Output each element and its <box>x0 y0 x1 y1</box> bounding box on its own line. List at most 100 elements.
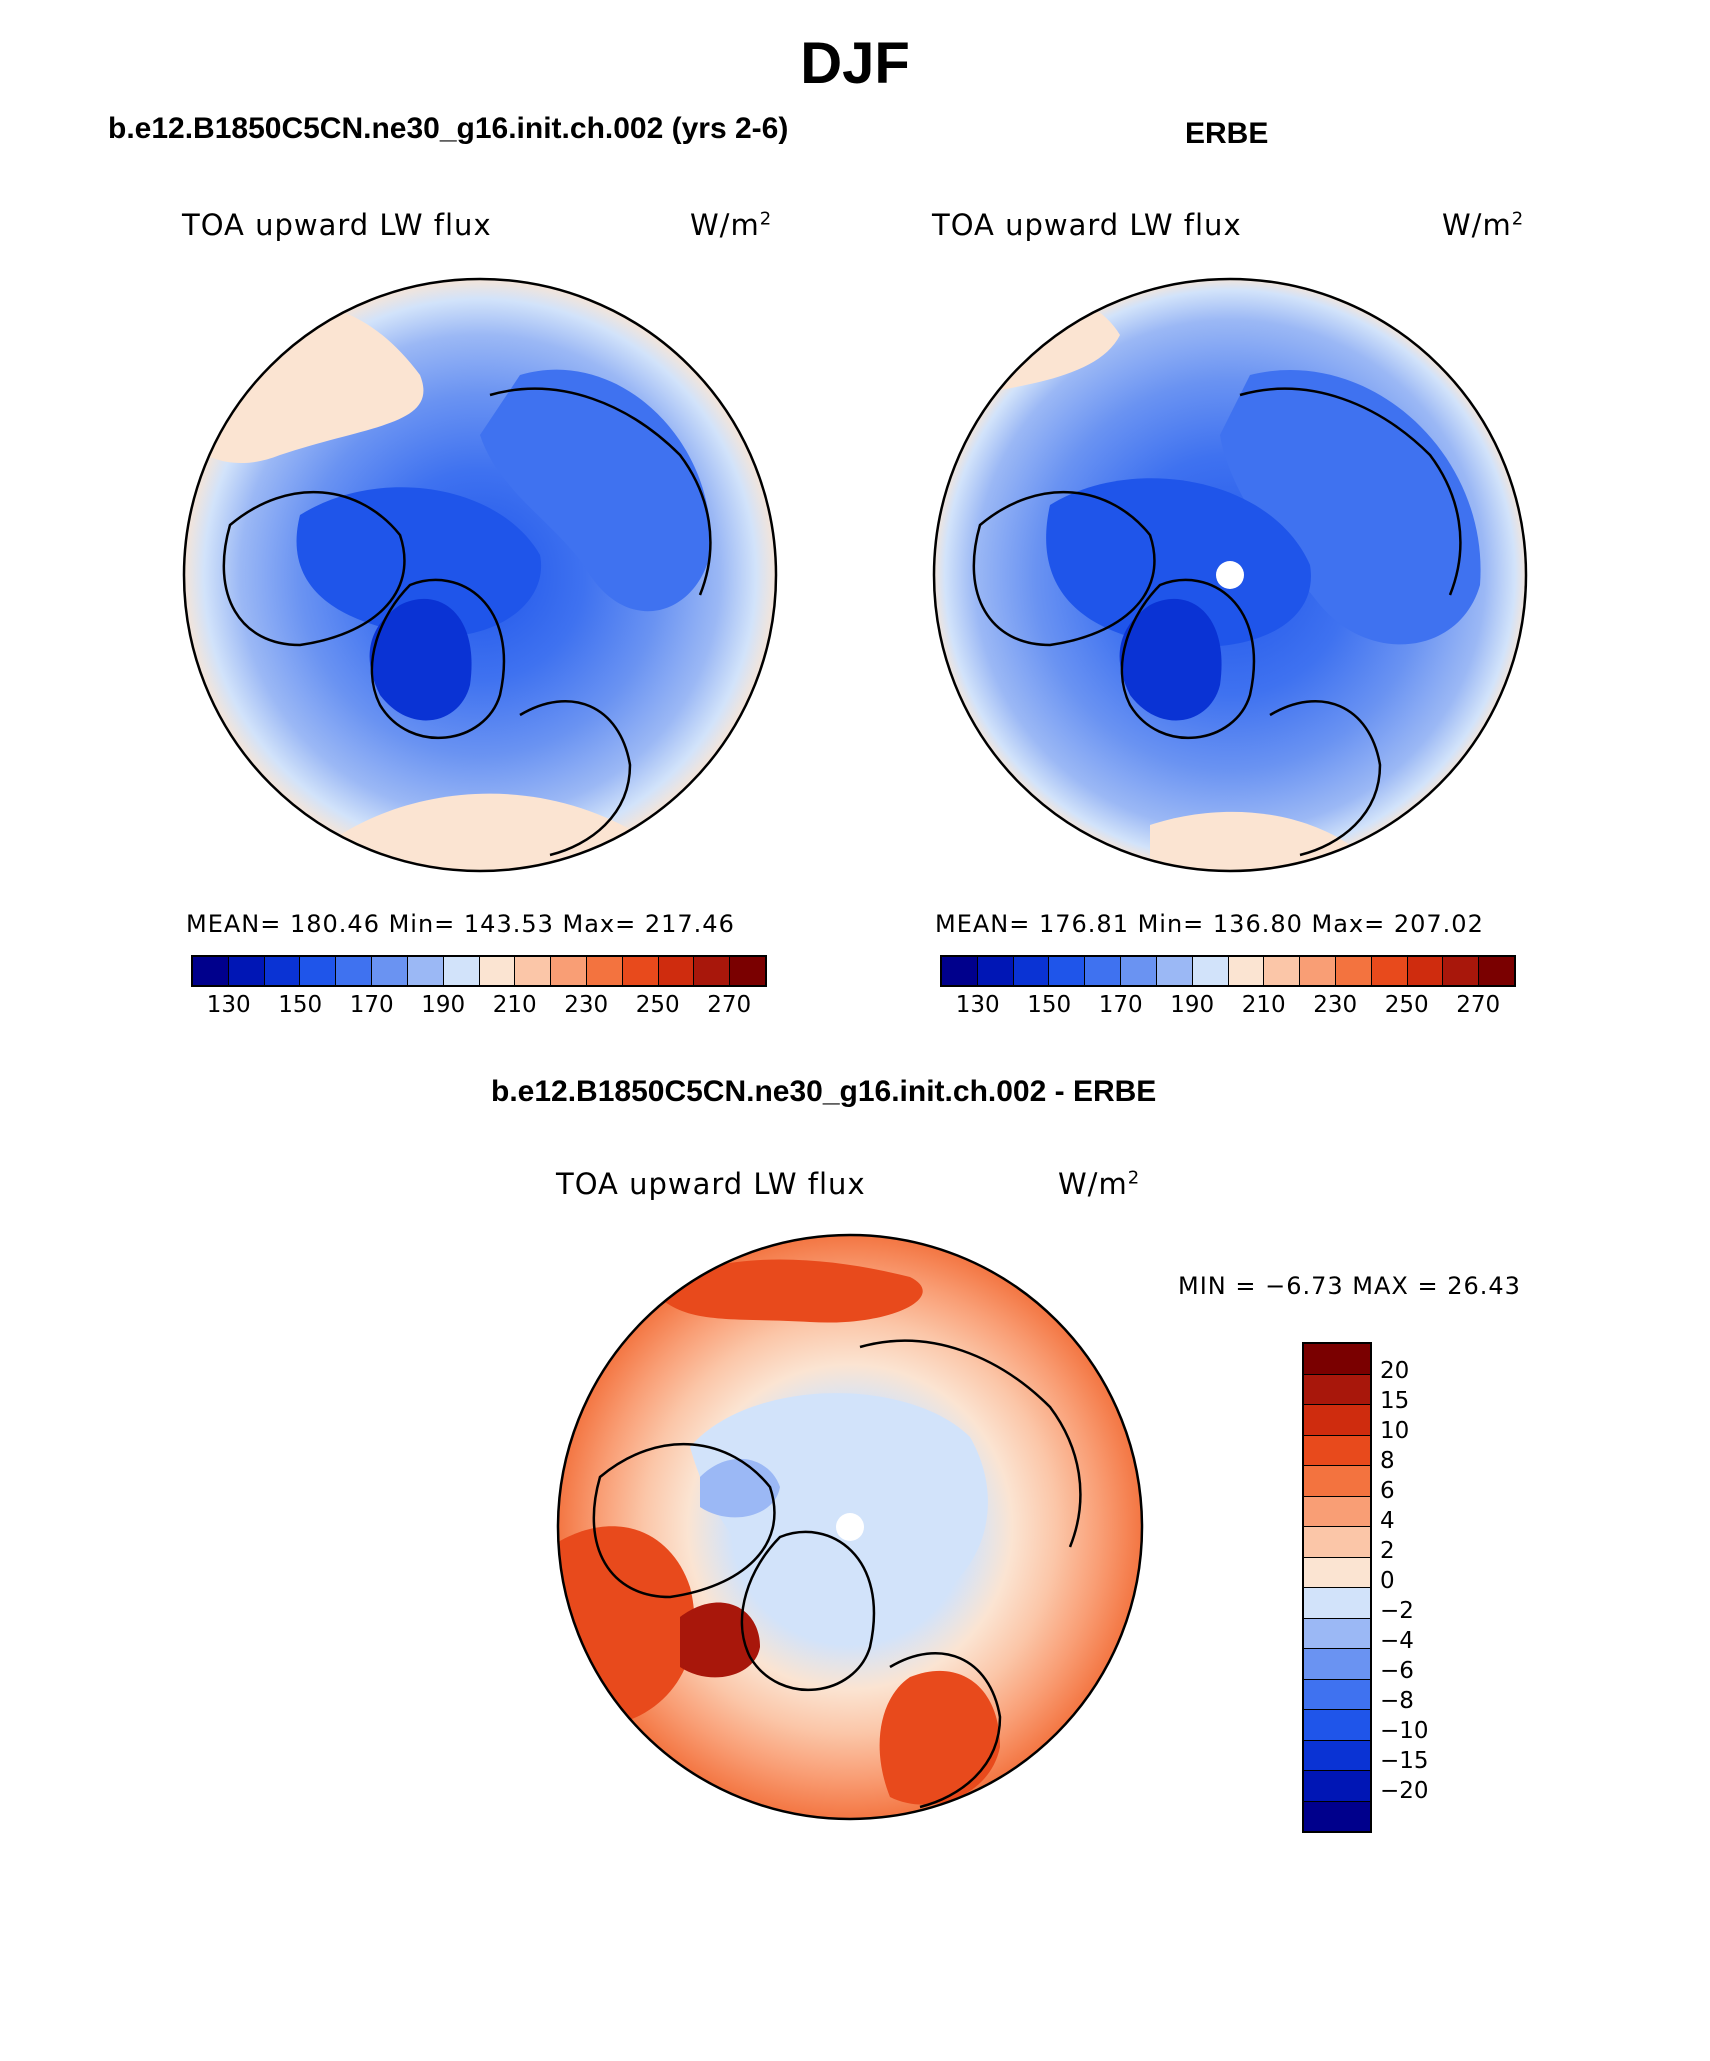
obs-colorbar-tick-label: 250 <box>1384 992 1429 1018</box>
model-colorbar-swatch <box>694 957 731 985</box>
diff-colorbar-ticks: 20 15 10 8 6 4 2 0 −2 −4 −6 −8 −10 −15 −20 <box>1380 1342 1480 1822</box>
obs-colorbar-tick-label: 130 <box>955 992 1000 1018</box>
diff-map-border <box>556 1233 1144 1821</box>
model-colorbar-swatch <box>264 957 301 985</box>
model-colorbar-tick-label: 210 <box>492 992 537 1018</box>
obs-colorbar-swatch <box>1085 957 1122 985</box>
model-greenland-low <box>369 598 472 721</box>
diff-colorbar-tick-label: −4 <box>1380 1628 1414 1654</box>
diff-panel-title: b.e12.B1850C5CN.ne30_g16.init.ch.002 - E… <box>491 1075 1157 1108</box>
diff-colorbar-swatch <box>1304 1344 1370 1375</box>
model-colorbar-tick-label: 250 <box>635 992 680 1018</box>
obs-stats: MEAN= 176.81 Min= 136.80 Max= 207.02 <box>935 910 1484 938</box>
model-stats: MEAN= 180.46 Min= 143.53 Max= 217.46 <box>186 910 735 938</box>
obs-colorbar-tick-label: 230 <box>1313 992 1358 1018</box>
diff-polar-map <box>556 1233 1144 1821</box>
obs-colorbar-swatch <box>1228 957 1265 985</box>
obs-colorbar-tick-label: 270 <box>1456 992 1501 1018</box>
diff-colorbar-tick-label: −8 <box>1380 1688 1414 1714</box>
obs-colorbar-swatch <box>1300 957 1336 985</box>
diff-colorbar-swatch <box>1304 1801 1370 1831</box>
obs-colorbar-swatch <box>1264 957 1301 985</box>
diff-colorbar-swatch <box>1304 1374 1370 1405</box>
diff-colorbar-tick-label: −15 <box>1380 1748 1429 1774</box>
diff-units-label: W/m2 <box>1058 1167 1141 1201</box>
diff-colorbar <box>1302 1342 1372 1833</box>
diff-colorbar-tick-label: 20 <box>1380 1358 1410 1384</box>
diff-colorbar-swatch <box>1304 1618 1370 1649</box>
obs-colorbar-swatch <box>1479 957 1514 985</box>
diff-colorbar-swatch <box>1304 1649 1370 1680</box>
diff-coastline-greenland <box>740 1530 876 1692</box>
obs-colorbar-swatch <box>942 957 978 985</box>
diff-colorbar-swatch <box>1304 1435 1370 1466</box>
diff-warm-band-north <box>650 1259 923 1323</box>
model-colorbar-tick-label: 150 <box>278 992 323 1018</box>
obs-greenland-low <box>1119 598 1222 721</box>
figure-title: DJF <box>800 31 910 96</box>
model-colorbar <box>191 955 767 987</box>
obs-colorbar-tick-label: 150 <box>1027 992 1072 1018</box>
model-colorbar-swatch <box>658 957 695 985</box>
obs-colorbar-ticks: 130 150 170 190 210 230 250 270 <box>940 992 1516 1022</box>
model-colorbar-swatch <box>479 957 516 985</box>
obs-units-label: W/m2 <box>1442 208 1525 242</box>
model-coastline-europe <box>519 700 632 857</box>
model-colorbar-swatch <box>622 957 659 985</box>
obs-coastline-siberia <box>1239 387 1462 596</box>
diff-colorbar-swatch <box>1304 1496 1370 1527</box>
diff-min-max: MIN = −6.73 MAX = 26.43 <box>1178 1272 1521 1300</box>
obs-coastline-europe <box>1269 700 1382 857</box>
diff-colorbar-tick-label: −10 <box>1380 1718 1429 1744</box>
model-colorbar-tick-label: 270 <box>707 992 752 1018</box>
diff-colorbar-tick-label: −6 <box>1380 1658 1414 1684</box>
obs-coastline-greenland <box>1120 578 1256 740</box>
diff-colorbar-swatch <box>1304 1466 1370 1497</box>
diff-max-region <box>680 1602 760 1678</box>
model-colorbar-swatch <box>372 957 408 985</box>
model-colorbar-swatch <box>407 957 444 985</box>
obs-variable-label: TOA upward LW flux <box>932 208 1242 242</box>
diff-colorbar-tick-label: 6 <box>1380 1478 1395 1504</box>
model-coastline-siberia <box>489 387 712 596</box>
diff-variable-label: TOA upward LW flux <box>556 1167 866 1201</box>
obs-colorbar-swatch <box>977 957 1014 985</box>
obs-map-border <box>932 277 1528 873</box>
obs-panel-title: ERBE <box>1185 117 1269 150</box>
diff-colorbar-tick-label: 10 <box>1380 1418 1410 1444</box>
diff-colorbar-tick-label: 4 <box>1380 1508 1395 1534</box>
model-colorbar-swatch <box>228 957 265 985</box>
obs-colorbar-tick-label: 170 <box>1098 992 1143 1018</box>
diff-colorbar-tick-label: 0 <box>1380 1568 1395 1594</box>
obs-colorbar-tick-label: 190 <box>1170 992 1215 1018</box>
diff-colorbar-swatch <box>1304 1405 1370 1436</box>
diff-colorbar-swatch <box>1304 1710 1370 1741</box>
diff-colorbar-tick-label: 15 <box>1380 1388 1410 1414</box>
model-colorbar-swatch <box>586 957 623 985</box>
obs-colorbar-swatch <box>1371 957 1408 985</box>
obs-colorbar-swatch <box>1407 957 1444 985</box>
model-coastline-greenland <box>370 578 506 740</box>
model-map-border <box>182 277 778 873</box>
model-colorbar-swatch <box>300 957 337 985</box>
diff-coastline-siberia <box>859 1339 1082 1548</box>
diff-coastline-europe <box>889 1652 1002 1809</box>
diff-colorbar-tick-label: 2 <box>1380 1538 1395 1564</box>
diff-colorbar-swatch <box>1304 1771 1370 1802</box>
model-coastline-canada <box>222 490 406 647</box>
model-colorbar-swatch <box>730 957 765 985</box>
model-colorbar-ticks: 130 150 170 190 210 230 250 270 <box>191 992 767 1022</box>
model-polar-map <box>182 277 778 873</box>
obs-colorbar <box>940 955 1516 987</box>
model-units-label: W/m2 <box>690 208 773 242</box>
obs-coastline-canada <box>972 490 1156 647</box>
diff-coastline-canada <box>592 1442 776 1599</box>
diff-colorbar-swatch <box>1304 1527 1370 1558</box>
obs-warm-patch-south <box>1150 811 1350 871</box>
model-colorbar-swatch <box>443 957 480 985</box>
obs-colorbar-swatch <box>1443 957 1480 985</box>
model-colorbar-swatch <box>336 957 373 985</box>
obs-colorbar-swatch <box>1121 957 1157 985</box>
obs-colorbar-swatch <box>1049 957 1086 985</box>
model-panel-title: b.e12.B1850C5CN.ne30_g16.init.ch.002 (yr… <box>108 112 789 145</box>
